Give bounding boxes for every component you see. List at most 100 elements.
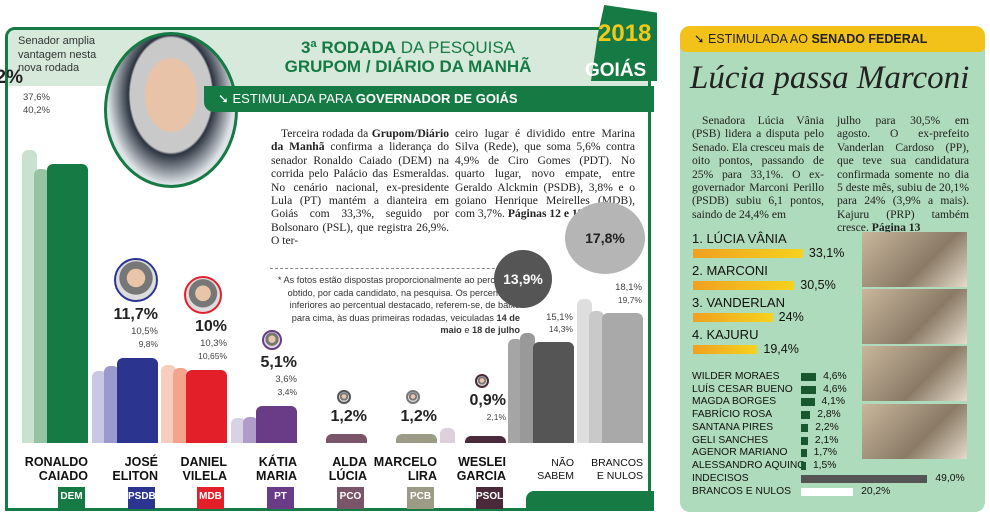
value-label: 10% — [194, 318, 227, 335]
senate-other-value: 1,5% — [812, 459, 837, 471]
senate-value: 33,1% — [808, 246, 845, 260]
governor-text-col1: Terceira rodada da Grupom/Diário da Manh… — [271, 127, 449, 248]
senate-pages: Página 13 — [871, 221, 921, 235]
senate-text-col1: Senadora Lúcia Vânia (PSB) lidera a disp… — [692, 114, 824, 221]
poll-title-rest: DA PESQUISA — [396, 38, 516, 57]
senate-value: 30,5% — [800, 278, 836, 292]
candidate-name: KÁTIA MARIA — [256, 455, 297, 483]
candidate-name: DANIEL VILELA — [180, 455, 227, 483]
bar-round2 — [589, 310, 604, 443]
bar-round2 — [104, 366, 119, 443]
bar-round3 — [396, 434, 437, 443]
senate-other-value: 4,6% — [823, 371, 847, 382]
senate-text-col2: julho para 30,5% em agosto. O ex-prefeit… — [837, 114, 969, 235]
party-tag: PCB — [407, 487, 434, 509]
marconi-photo — [862, 289, 967, 344]
senate-bar — [693, 345, 758, 354]
candidate-name: MARCELO LIRA — [373, 455, 437, 483]
t1b: Grupom/Diário da Manhã — [271, 127, 449, 154]
senate-other-bar — [801, 436, 808, 445]
senate-other-value: 2,1% — [814, 434, 839, 446]
candidate-photo — [184, 276, 222, 314]
value-label-r2: 37,6% — [23, 92, 50, 103]
value-label-r2: 3,6% — [275, 373, 297, 385]
senate-other-name: MAGDA BORGES — [692, 396, 777, 408]
t1a: Terceira rodada da — [281, 127, 372, 140]
senate-bar — [693, 281, 795, 290]
value-label: 0,9% — [469, 392, 506, 410]
value-circle: 13,9% — [494, 250, 552, 308]
value-label-r1: 14,3% — [548, 324, 573, 334]
goias-map-icon — [591, 5, 657, 81]
candidate-photo — [475, 374, 489, 389]
value-label-r2: 10,3% — [200, 338, 227, 349]
senate-other-bar — [801, 449, 807, 458]
badge-year: 2018 — [598, 20, 652, 47]
senate-total-name: INDECISOS — [692, 473, 749, 484]
arrow-icon: ➘ — [218, 91, 233, 106]
section-prefix: ESTIMULADA PARA — [232, 91, 356, 106]
senate-other-bar — [801, 398, 815, 407]
bar-round2 — [173, 367, 188, 443]
party-tag: MDB — [197, 487, 224, 509]
senate-bold: SENADO FEDERAL — [811, 32, 928, 46]
vanderlan-photo — [862, 346, 967, 401]
value-label-r2: 10,5% — [131, 325, 158, 337]
lucia-photo — [862, 232, 967, 287]
governor-subtitle: Senador amplia vantagem nesta nova rodad… — [18, 35, 97, 74]
bar-round3 — [256, 405, 297, 443]
senate-panel: ➘ ESTIMULADA AO SENADO FEDERAL Lúcia pas… — [680, 26, 985, 512]
candidate-photo — [262, 329, 282, 350]
senate-other-name: GELI SANCHES — [692, 434, 769, 446]
value-label-r1: 2,1% — [486, 412, 506, 423]
value-label-r2: 18,1% — [615, 282, 642, 293]
section-bold: GOVERNADOR DE GOIÁS — [355, 91, 518, 106]
value-label: 38,2% — [0, 67, 23, 88]
senate-other-value: 2,8% — [817, 409, 841, 421]
senate-other-value: 4,1% — [821, 396, 845, 408]
bar-round1 — [92, 371, 107, 443]
value-label-r1: 3,4% — [277, 386, 297, 397]
senate-total-bar — [801, 475, 928, 483]
value-label-r1: 9,8% — [138, 338, 158, 349]
value-label: 1,2% — [400, 408, 437, 426]
party-tag: PT — [267, 487, 294, 509]
bar-round1 — [161, 365, 176, 443]
poll-title: 3ª RODADA DA PESQUISA — [258, 38, 558, 58]
value-label: 1,2% — [330, 408, 367, 426]
senate-other-name: ALESSANDRO AQUINO — [692, 459, 806, 471]
value-label-r1: 40,2% — [23, 105, 50, 116]
value-label-r2: 15,1% — [546, 312, 573, 323]
senate-total-bar — [801, 487, 854, 496]
bar-round1 — [508, 338, 523, 443]
senate-other-name: LUÍS CESAR BUENO — [692, 383, 793, 395]
bar-round1 — [231, 418, 246, 443]
candidate-photo — [114, 257, 158, 302]
bar-round3 — [465, 436, 506, 443]
bar-round2 — [520, 332, 535, 443]
bar-round3 — [117, 357, 158, 443]
arrow-icon: ➘ — [694, 32, 708, 46]
value-label-r1: 10,65% — [198, 351, 227, 361]
bar-round1 — [440, 427, 455, 443]
value-label: 11,7% — [113, 305, 158, 323]
candidate-photo — [406, 390, 420, 405]
senate-other-name: SANTANA PIRES — [692, 421, 774, 433]
governor-panel: Senador amplia vantagem nesta nova rodad… — [0, 5, 657, 511]
senate-other-bar — [801, 423, 809, 432]
candidate-name: ALDA LÚCIA — [328, 455, 367, 483]
senate-other-value: 2,2% — [815, 421, 839, 433]
value-label: 5,1% — [260, 353, 297, 371]
governor-section-bar: ➘ ESTIMULADA PARA GOVERNADOR DE GOIÁS — [204, 86, 654, 112]
senate-other-name: FABRÍCIO ROSA — [692, 409, 773, 421]
corner-tab — [526, 491, 654, 511]
senate-other-bar — [801, 373, 817, 381]
candidate-name: BRANCOS E NULOS — [591, 457, 643, 482]
bar-round2 — [34, 168, 49, 443]
bar-round3 — [186, 370, 227, 443]
senate-other-bar — [801, 385, 817, 394]
party-tag: PSDB — [128, 487, 156, 509]
value-circle: 17,8% — [565, 202, 645, 274]
bar-round2 — [243, 416, 258, 443]
value-label-r1: 19,7% — [617, 295, 642, 305]
